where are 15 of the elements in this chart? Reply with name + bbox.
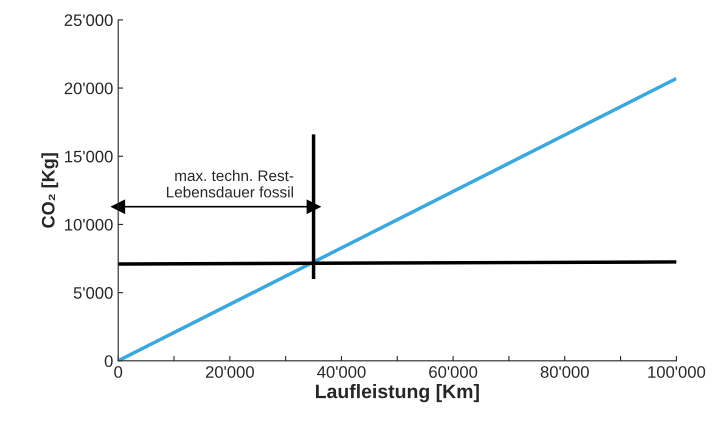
y-axis-title: CO₂ [Kg] [41,153,58,228]
x-tick-label: 20'000 [206,366,254,378]
y-tick-label: 5'000 [74,287,113,299]
y-tick-label: 0 [104,355,113,368]
x-tick-label: 100'000 [648,366,706,378]
y-tick-label: 10'000 [65,218,113,231]
y-tick-label: 25'000 [64,14,113,26]
x-tick-label: 60'000 [429,366,478,378]
y-tick-label: 20'000 [64,82,113,94]
annotation: max. techn. Rest- Lebensdauer fossil [166,170,294,198]
x-tick-label: 80'000 [540,366,589,378]
y-tick-label: 15'000 [65,150,113,162]
x-tick-label: 40'000 [317,366,366,378]
x-axis-title: Laufleistung [Km] [316,384,479,402]
x-tick-label: 0 [114,366,122,378]
